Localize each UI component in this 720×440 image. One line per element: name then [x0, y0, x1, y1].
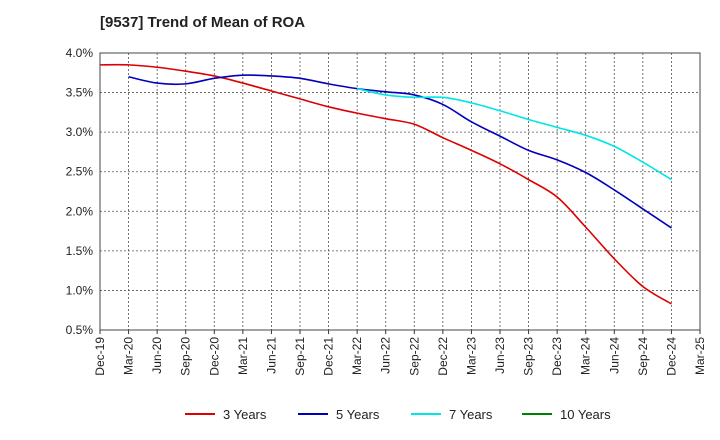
x-tick-label: Sep-21 — [293, 337, 307, 376]
x-tick-label: Sep-22 — [407, 337, 421, 376]
x-tick-label: Sep-23 — [522, 337, 536, 376]
legend-label-7-years: 7 Years — [449, 407, 493, 422]
x-tick-label: Dec-23 — [550, 337, 564, 376]
series-line-3-years — [99, 63, 672, 305]
x-tick-label: Jun-23 — [493, 337, 507, 374]
x-tick-label: Dec-20 — [207, 337, 221, 376]
series-lines — [99, 63, 672, 305]
y-tick-label: 2.5% — [66, 165, 94, 179]
x-tick-label: Jun-22 — [379, 337, 393, 374]
y-tick-label: 3.0% — [66, 125, 94, 139]
x-tick-labels: Dec-19 Mar-20 Jun-20 Sep-20 Dec-20 Mar-21 Jun-… — [93, 337, 707, 376]
x-tick-label: Jun-20 — [150, 337, 164, 374]
plot-border — [99, 52, 701, 331]
y-tick-label: 2.0% — [66, 204, 94, 218]
x-tick-label: Dec-24 — [664, 337, 678, 376]
legend-label-3-years: 3 Years — [223, 407, 267, 422]
x-tick-label: Dec-19 — [93, 337, 107, 376]
x-tick-label: Mar-24 — [579, 337, 593, 375]
series-line-5-years — [128, 74, 672, 229]
y-tick-labels: 0.5% 1.0% 1.5% 2.0% 2.5% 3.0% 3.5% 4.0% — [66, 46, 94, 337]
y-tick-label: 0.5% — [66, 323, 94, 337]
x-tick-label: Jun-21 — [264, 337, 278, 374]
y-tick-label: 4.0% — [66, 46, 94, 60]
x-tick-label: Mar-25 — [693, 337, 707, 375]
x-tick-label: Sep-24 — [636, 337, 650, 376]
x-tick-label: Jun-24 — [607, 337, 621, 374]
y-tick-label: 3.5% — [66, 86, 94, 100]
legend-label-10-years: 10 Years — [560, 407, 611, 422]
chart-title: [9537] Trend of Mean of ROA — [100, 14, 306, 31]
y-tick-label: 1.5% — [66, 244, 94, 258]
x-tick-label: Mar-22 — [350, 337, 364, 375]
legend-label-5-years: 5 Years — [336, 407, 380, 422]
x-tick-label: Dec-22 — [436, 337, 450, 376]
x-tick-label: Mar-21 — [236, 337, 250, 375]
axes — [99, 52, 701, 334]
x-tick-label: Mar-20 — [122, 337, 136, 375]
legend: 3 Years 5 Years 7 Years 10 Years — [185, 407, 611, 422]
x-tick-label: Sep-20 — [179, 337, 193, 376]
x-tick-label: Dec-21 — [322, 337, 336, 376]
series-line-7-years — [356, 87, 672, 181]
grid-lines — [100, 52, 700, 330]
y-tick-label: 1.0% — [66, 283, 94, 297]
x-tick-label: Mar-23 — [464, 337, 478, 375]
